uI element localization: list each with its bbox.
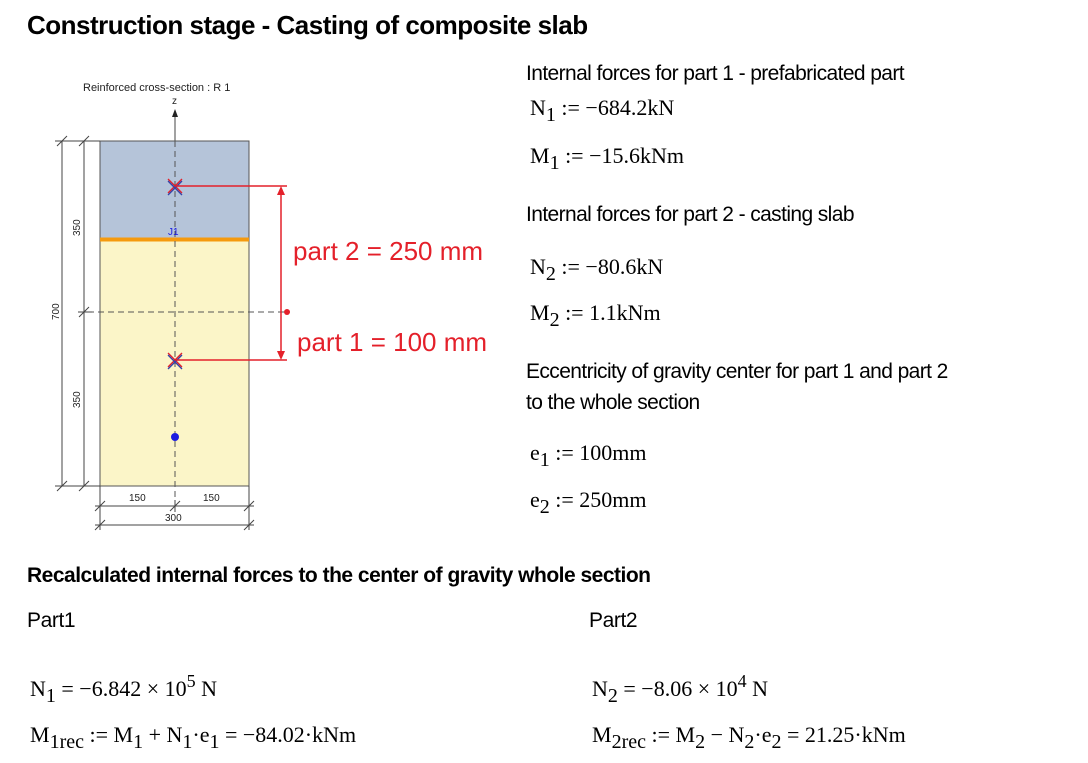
m1rec-formula: M1rec := M1 + N1·e1 = −84.02·kNm	[30, 722, 357, 753]
dim-top-label: 350	[72, 219, 83, 236]
dim-half-right-label: 150	[203, 493, 220, 504]
m2-definition: M2 := 1.1kNm	[530, 300, 661, 331]
n2-result: N2 = −8.06 × 104 N	[592, 671, 769, 707]
arrow-right-icon	[284, 309, 290, 315]
e1-definition: e1 := 100mm	[530, 440, 647, 471]
eccentricity-annotation	[175, 185, 287, 361]
cross-section-figure: Reinforced cross-section : R 1 z J1 700 …	[51, 82, 487, 531]
point-label-j1: J1	[168, 227, 179, 238]
ecc-heading-line2: to the whole section	[526, 391, 700, 414]
part2-heading: Internal forces for part 2 - casting sla…	[526, 203, 855, 226]
figure-caption: Reinforced cross-section : R 1	[83, 82, 230, 94]
dim-bottom-label: 350	[72, 391, 83, 408]
annot-part2: part 2 = 250 mm	[293, 236, 483, 266]
ecc-heading-line1: Eccentricity of gravity center for part …	[526, 360, 948, 383]
part1-label: Part1	[27, 609, 76, 632]
n1-result: N1 = −6.842 × 105 N	[30, 671, 218, 707]
part1-heading: Internal forces for part 1 - prefabricat…	[526, 62, 905, 85]
page-title: Construction stage - Casting of composit…	[27, 10, 588, 40]
dim-height-label: 700	[51, 303, 62, 320]
recalc-heading: Recalculated internal forces to the cent…	[27, 564, 651, 587]
part2-label: Part2	[589, 609, 638, 632]
z-axis-arrow-icon	[172, 109, 178, 117]
dim-half-left-label: 150	[129, 493, 146, 504]
z-axis-label: z	[172, 96, 177, 107]
e2-definition: e2 := 250mm	[530, 487, 647, 518]
n2-definition: N2 := −80.6kN	[530, 254, 664, 285]
m1-definition: M1 := −15.6kNm	[530, 143, 685, 174]
n1-definition: N1 := −684.2kN	[530, 95, 675, 126]
arrow-up-icon	[277, 186, 285, 195]
dim-width-label: 300	[165, 513, 182, 524]
annot-part1: part 1 = 100 mm	[297, 327, 487, 357]
arrow-down-icon	[277, 351, 285, 360]
section-gravity-point	[171, 433, 179, 441]
m2rec-formula: M2rec := M2 − N2·e2 = 21.25·kNm	[592, 722, 906, 753]
